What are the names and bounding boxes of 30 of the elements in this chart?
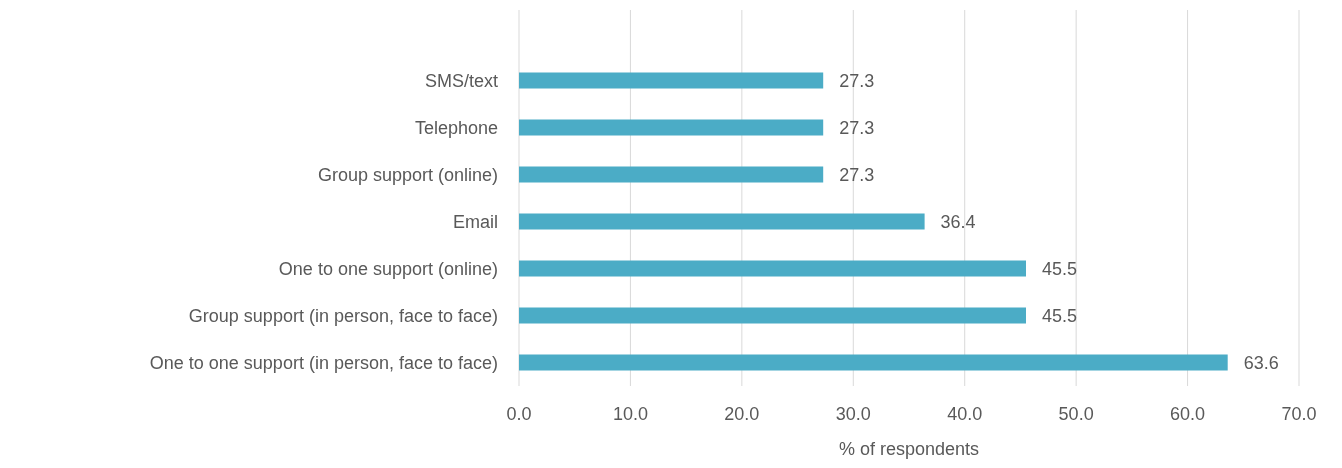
y-tick-label: Group support (in person, face to face) [188,305,498,326]
y-tick-label: One to one support (in person, face to face) [149,352,498,373]
data-label: 27.3 [839,70,875,91]
bar [519,354,1228,371]
bar [519,260,1026,277]
data-label: 63.6 [1243,352,1279,373]
x-tick-label: 40.0 [947,404,983,424]
data-label: 45.5 [1042,305,1078,326]
x-tick-label: 20.0 [724,404,760,424]
bar [519,166,824,183]
x-tick-label: 70.0 [1281,404,1317,424]
bar [519,119,824,136]
y-tick-label: Telephone [414,117,498,138]
x-tick-label: 50.0 [1058,404,1094,424]
y-tick-label: Group support (online) [317,164,498,185]
y-tick-label: Email [452,211,498,232]
data-label: 27.3 [839,164,875,185]
x-tick-label: 60.0 [1170,404,1206,424]
x-axis-title: % of respondents [838,439,980,459]
data-label: 36.4 [940,211,976,232]
bar [519,72,824,89]
data-label: 45.5 [1042,258,1078,279]
x-tick-label: 30.0 [835,404,871,424]
x-tick-label: 10.0 [612,404,648,424]
bar [519,213,925,230]
y-tick-label: One to one support (online) [278,258,498,279]
x-tick-label: 0.0 [506,404,532,424]
bar [519,307,1026,324]
data-label: 27.3 [839,117,875,138]
y-tick-label: SMS/text [424,70,498,91]
